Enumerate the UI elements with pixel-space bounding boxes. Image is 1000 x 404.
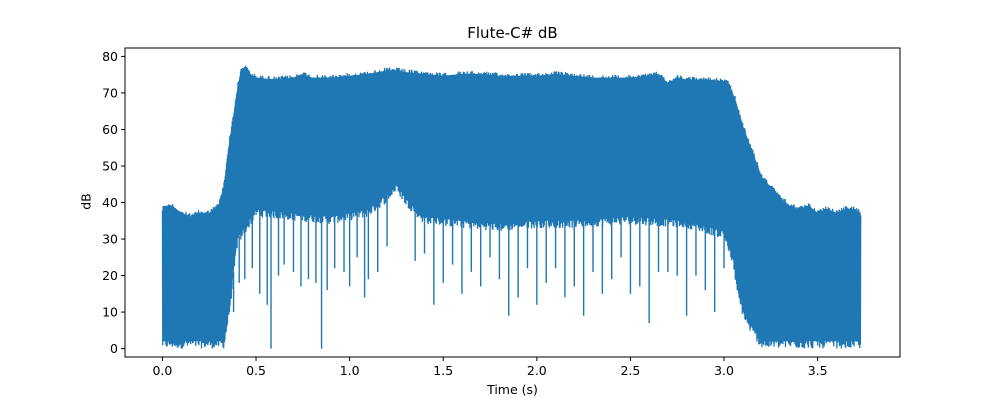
x-tick-label: 0.0 (152, 363, 172, 378)
x-axis-label: Time (s) (487, 382, 538, 397)
y-tick-label: 0 (110, 341, 118, 356)
y-axis-label: dB (78, 193, 94, 210)
x-tick-label: 1.0 (340, 363, 360, 378)
y-tick-label: 50 (102, 158, 118, 173)
x-tick-label: 2.0 (527, 363, 547, 378)
x-tick-label: 1.5 (433, 363, 453, 378)
y-tick-label: 10 (102, 305, 118, 320)
y-tick-label: 30 (102, 232, 118, 247)
y-tick-label: 60 (102, 122, 118, 137)
x-tick-label: 0.5 (246, 363, 266, 378)
axes-layer: 0.0 0.5 1.0 1.5 2.0 2.5 3.0 3.5 0 10 20 30 40 50 60 70 8… (102, 47, 901, 378)
y-tick-label: 20 (102, 268, 118, 283)
db-envelope-fill (162, 66, 861, 342)
series-layer (161, 65, 862, 349)
y-tick-label: 80 (102, 49, 118, 64)
x-tick-label: 3.5 (808, 363, 828, 378)
x-tick-label: 2.5 (620, 363, 640, 378)
chart-title: Flute-C# dB (467, 24, 558, 42)
x-tick-label: 3.0 (714, 363, 734, 378)
y-tick-label: 70 (102, 85, 118, 100)
y-tick-label: 40 (102, 195, 118, 210)
